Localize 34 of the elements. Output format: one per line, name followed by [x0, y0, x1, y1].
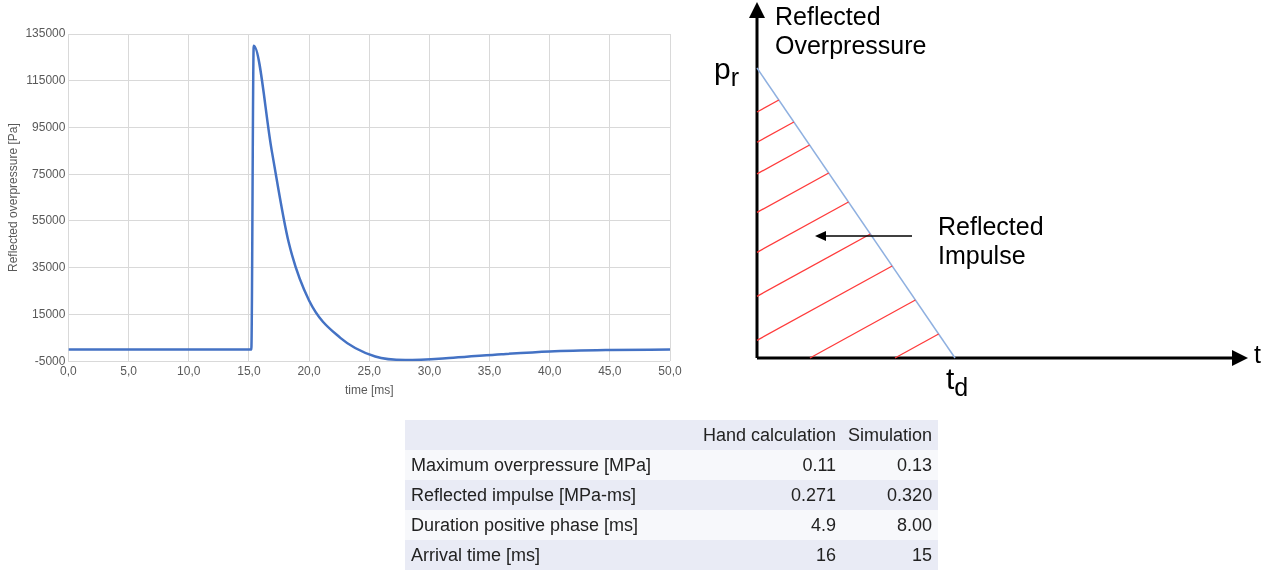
x-tick-label: 15,0 — [237, 363, 261, 378]
y-tick-label: 95000 — [32, 119, 66, 134]
data-label: 4.9 — [697, 510, 843, 540]
data-label: 0.13 — [842, 450, 939, 480]
data-label: 0.11 — [697, 450, 843, 480]
x-tick-label: 35,0 — [477, 363, 502, 378]
x-tick-label: 30,0 — [417, 363, 442, 378]
data-label: 8.00 — [842, 510, 939, 540]
x-tick-label: 45,0 — [598, 363, 622, 378]
y-tick-label: 35000 — [32, 260, 66, 275]
text: t$_{d}$ — [946, 362, 969, 402]
text: t — [1254, 340, 1261, 369]
y-tick-label: 115000 — [26, 73, 66, 88]
data-label: 15 — [842, 540, 939, 570]
y-axis-title: Reflected overpressure [Pa] — [5, 123, 20, 272]
data-label: 0.320 — [842, 480, 939, 510]
x-tick-label: 50,0 — [658, 363, 682, 378]
y-tick-label: 135000 — [25, 26, 66, 41]
x-tick-label: 5,0 — [120, 363, 138, 378]
category-label: Maximum overpressure [MPa] — [410, 453, 653, 477]
x-tick-label: 20,0 — [297, 363, 322, 378]
y-tick-label: 15000 — [32, 306, 66, 321]
category-label: Duration positive phase [ms] — [410, 513, 640, 537]
data-label: 16 — [697, 540, 843, 570]
y-tick-label: 75000 — [32, 166, 66, 181]
x-axis-title: time [ms] — [344, 383, 394, 398]
x-tick-label: 40,0 — [538, 363, 562, 378]
series-label: Hand calculation — [702, 423, 838, 447]
x-tick-label: 25,0 — [357, 363, 382, 378]
x-tick-label: 10,0 — [177, 363, 201, 378]
y-tick-label: 55000 — [32, 213, 66, 228]
series-label: Simulation — [847, 423, 934, 447]
text: p$_{r}$ — [714, 52, 740, 92]
data-label: 0.271 — [697, 480, 843, 510]
